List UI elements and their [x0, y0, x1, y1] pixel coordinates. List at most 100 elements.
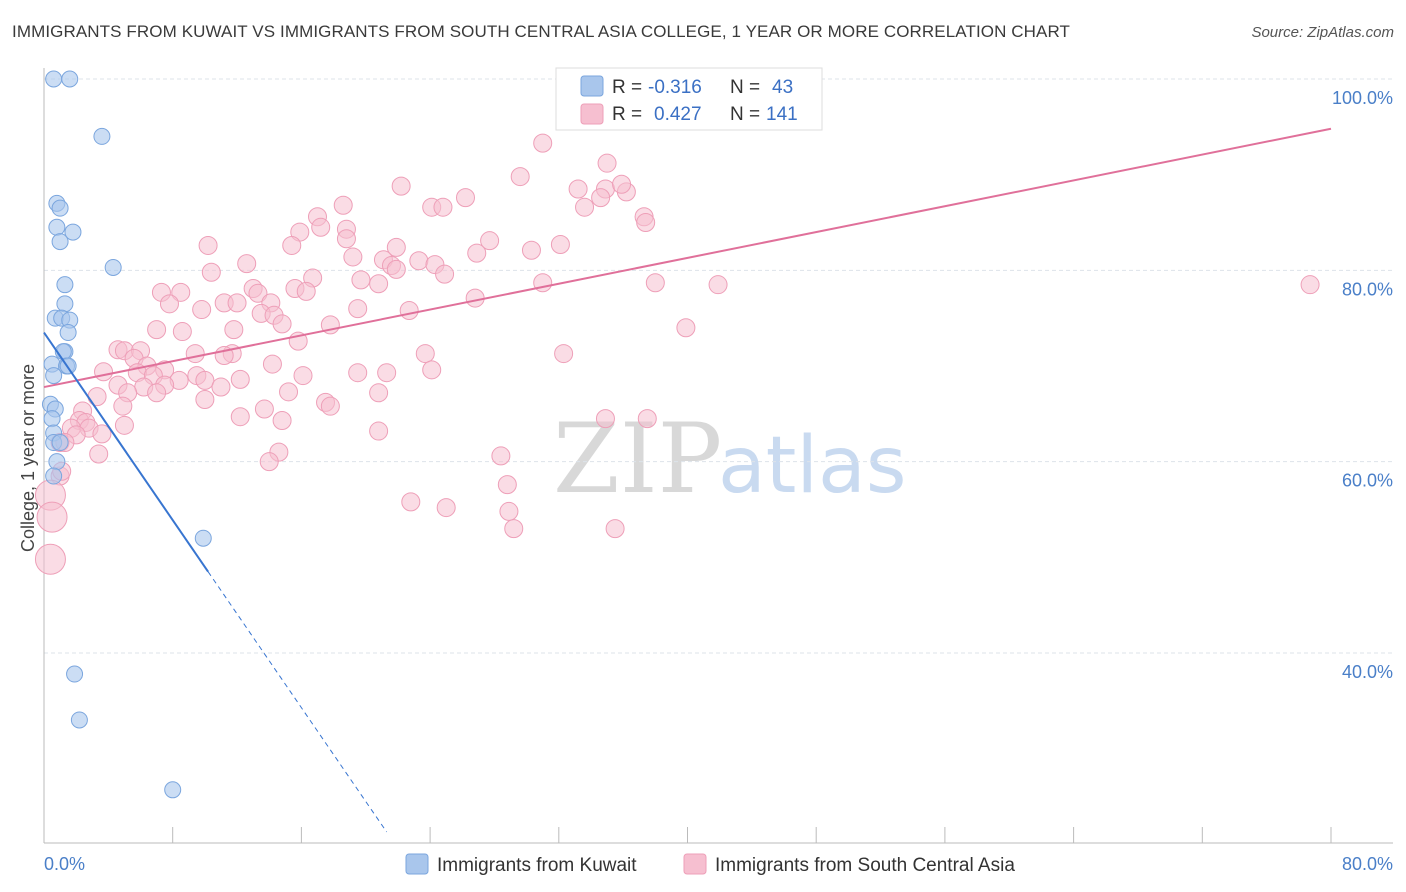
asia-point	[369, 421, 389, 441]
kuwait-point	[43, 410, 61, 428]
asia-point	[185, 344, 205, 364]
legend-asia-r-value: 0.427	[654, 104, 702, 125]
asia-point	[279, 382, 299, 402]
asia-point	[211, 377, 231, 397]
kuwait-point	[59, 324, 77, 342]
asia-point	[227, 293, 247, 313]
asia-point	[259, 452, 279, 472]
asia-point	[320, 396, 340, 416]
y-tick-label: 100.0%	[1332, 88, 1393, 108]
asia-point	[433, 197, 453, 217]
kuwait-point	[70, 711, 88, 729]
asia-point	[533, 133, 553, 153]
kuwait-point	[51, 233, 69, 251]
legend-kuwait-swatch	[580, 75, 604, 97]
asia-point	[637, 409, 657, 429]
asia-point	[351, 270, 371, 290]
asia-point	[636, 213, 656, 232]
bottom-legend-asia-label: Immigrants from South Central Asia	[715, 855, 1015, 876]
kuwait-point	[164, 781, 182, 799]
kuwait-point	[45, 70, 63, 88]
asia-point	[409, 251, 429, 271]
axes	[43, 68, 1393, 844]
asia-point	[254, 399, 274, 419]
asia-point	[248, 283, 268, 303]
asia-point	[348, 299, 368, 319]
asia-point	[94, 362, 114, 382]
kuwait-trend-line	[43, 331, 209, 573]
legend-asia-r-label: R =	[612, 104, 642, 125]
asia-point	[230, 369, 250, 389]
asia-point	[195, 370, 215, 390]
asia-point	[595, 409, 615, 429]
kuwait-point	[194, 529, 212, 547]
asia-point	[480, 231, 500, 251]
asia-point	[311, 217, 331, 237]
kuwait-point	[93, 127, 111, 145]
asia-point	[568, 179, 588, 199]
asia-point	[612, 174, 632, 194]
asia-point	[171, 282, 191, 302]
asia-point	[333, 195, 353, 215]
asia-point	[422, 360, 442, 380]
asia-points	[34, 133, 1320, 575]
bottom-legend: Immigrants from Kuwait Immigrants from S…	[405, 853, 1015, 876]
tick-labels: 40.0% 60.0% 80.0% 100.0% 0.0% 80.0%	[44, 88, 1393, 874]
asia-point	[369, 383, 389, 403]
asia-point	[159, 294, 179, 314]
asia-point	[401, 492, 421, 512]
asia-point	[415, 344, 435, 364]
kuwait-point	[51, 434, 69, 452]
asia-point	[497, 475, 517, 495]
asia-point	[343, 247, 363, 267]
kuwait-point	[45, 467, 63, 485]
asia-point	[87, 387, 107, 407]
asia-point	[386, 259, 406, 279]
source-credit: Source: ZipAtlas.com	[1251, 24, 1394, 41]
asia-point	[113, 396, 133, 416]
asia-point	[436, 498, 456, 518]
asia-point	[92, 424, 112, 444]
asia-point	[554, 344, 574, 364]
legend-asia-n-label: N =	[730, 104, 760, 125]
kuwait-point	[48, 218, 66, 236]
asia-point	[172, 322, 192, 342]
bottom-legend-asia-swatch	[683, 853, 707, 875]
bottom-legend-kuwait-label: Immigrants from Kuwait	[437, 855, 637, 876]
asia-point	[348, 363, 368, 383]
asia-point	[34, 543, 66, 575]
asia-point	[296, 281, 316, 301]
x-tick-label: 0.0%	[44, 854, 85, 874]
asia-point	[465, 288, 485, 308]
kuwait-point	[56, 295, 74, 313]
asia-point	[262, 354, 282, 374]
kuwait-points	[41, 70, 212, 799]
x-tick-label: 80.0%	[1342, 854, 1393, 874]
kuwait-point	[51, 199, 69, 217]
asia-point	[36, 501, 68, 533]
kuwait-point	[64, 223, 82, 241]
trend-lines	[43, 127, 1332, 833]
asia-point	[708, 275, 728, 295]
legend-kuwait-n-value: 43	[772, 77, 793, 98]
asia-trend-line	[43, 127, 1332, 389]
asia-point	[147, 320, 167, 340]
asia-point	[499, 501, 519, 521]
y-tick-label: 60.0%	[1342, 471, 1393, 491]
asia-point	[147, 383, 167, 403]
asia-point	[386, 237, 406, 257]
watermark-zip: ZIP	[553, 403, 722, 515]
asia-point	[575, 197, 595, 217]
legend-kuwait-r-label: R =	[612, 77, 642, 98]
legend-asia-swatch	[580, 103, 604, 125]
asia-point	[645, 273, 665, 293]
asia-point	[550, 235, 570, 255]
asia-point	[435, 264, 455, 284]
asia-point	[336, 229, 356, 249]
asia-point	[591, 188, 611, 208]
asia-point	[455, 188, 475, 208]
asia-point	[491, 446, 511, 466]
asia-point	[192, 300, 212, 320]
gridlines	[44, 78, 1393, 654]
kuwait-point	[66, 665, 84, 683]
